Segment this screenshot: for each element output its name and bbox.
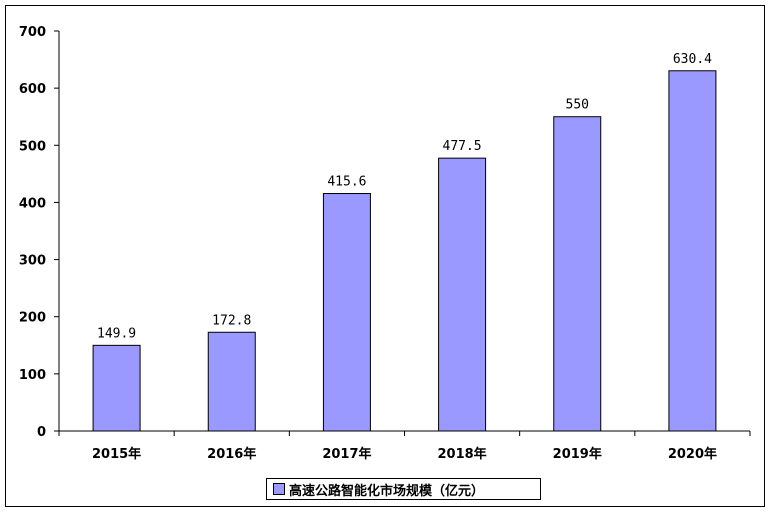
data-label: 550 (566, 98, 589, 113)
x-tick-label: 2016年 (207, 446, 256, 462)
y-tick-label: 100 (19, 368, 46, 383)
x-tick-label: 2019年 (553, 446, 602, 462)
chart-bars (92, 70, 717, 432)
data-label: 415.6 (327, 175, 366, 190)
x-axis-ticks: 2015年 2016年 2017年 2018年 2019年 2020年 (58, 431, 751, 462)
legend-label: 高速公路智能化市场规模（亿元） (289, 483, 485, 499)
chart-data-labels: 149.9 172.8 415.6 477.5 550 630.4 (97, 52, 712, 342)
data-label: 477.5 (443, 139, 482, 154)
legend-swatch (273, 483, 285, 495)
data-label: 172.8 (212, 313, 251, 328)
bar (668, 70, 717, 432)
x-tick-label: 2017年 (322, 446, 371, 462)
data-label: 149.9 (97, 326, 136, 341)
bar (92, 344, 141, 432)
y-tick-label: 700 (19, 25, 46, 40)
bar (438, 157, 487, 432)
y-tick-label: 300 (19, 254, 46, 269)
x-tick-label: 2020年 (668, 446, 717, 462)
y-tick-label: 0 (37, 425, 46, 440)
y-tick-label: 200 (19, 311, 46, 326)
bar (207, 331, 256, 432)
y-tick-label: 600 (19, 82, 46, 97)
bar (553, 116, 602, 432)
y-tick-label: 400 (19, 196, 46, 211)
x-tick-label: 2018年 (437, 446, 486, 462)
chart-legend: 高速公路智能化市场规模（亿元） (266, 478, 541, 500)
y-axis-ticks: 0 100 200 300 400 500 600 700 (19, 25, 59, 440)
chart-axes (58, 31, 750, 432)
bar (322, 193, 371, 432)
x-tick-label: 2015年 (92, 446, 141, 462)
data-label: 630.4 (673, 52, 712, 67)
y-tick-label: 500 (19, 139, 46, 154)
